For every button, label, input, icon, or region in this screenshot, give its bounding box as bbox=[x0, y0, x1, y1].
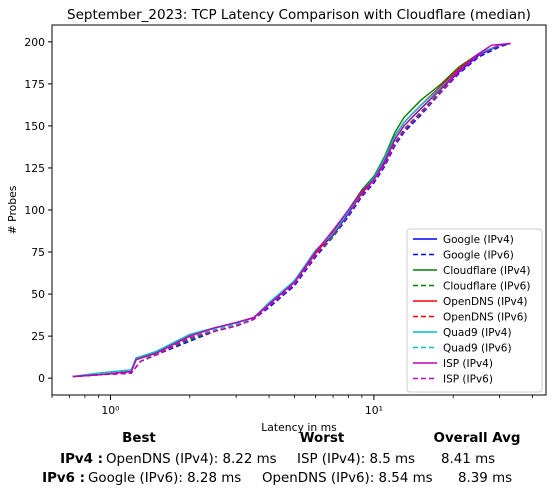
y-tick-label: 100 bbox=[24, 204, 45, 217]
legend-label-quad9-ipv4: Quad9 (IPv4) bbox=[443, 327, 512, 339]
legend-label-google-ipv6: Google (IPv6) bbox=[443, 250, 514, 262]
y-axis-label: # Probes bbox=[6, 185, 19, 234]
y-tick-label: 175 bbox=[24, 78, 45, 91]
x-tick-label: 10⁰ bbox=[101, 404, 119, 417]
series-line-isp-ipv4 bbox=[72, 42, 511, 378]
chart-title: September_2023: TCP Latency Comparison w… bbox=[67, 7, 531, 23]
x-axis: 10⁰ 10¹ bbox=[51, 395, 533, 417]
y-tick-label: 75 bbox=[31, 246, 45, 259]
legend-label-quad9-ipv6: Quad9 (IPv6) bbox=[443, 343, 512, 355]
legend-label-google-ipv4: Google (IPv4) bbox=[443, 234, 514, 246]
legend-box bbox=[406, 228, 543, 393]
y-tick-label: 200 bbox=[24, 36, 45, 49]
x-tick-label: 10¹ bbox=[365, 404, 383, 417]
y-tick-label: 0 bbox=[38, 372, 45, 385]
series-line-isp-ipv6 bbox=[72, 42, 511, 378]
legend-label-cloudflare-ipv6: Cloudflare (IPv6) bbox=[443, 281, 530, 293]
series-line-quad9-ipv4 bbox=[72, 42, 511, 378]
y-tick-label: 125 bbox=[24, 162, 45, 175]
y-tick-label: 150 bbox=[24, 120, 45, 133]
y-tick-label: 50 bbox=[31, 288, 45, 301]
legend-label-opendns-ipv4: OpenDNS (IPv4) bbox=[443, 296, 528, 308]
legend-label-isp-ipv4: ISP (IPv4) bbox=[443, 358, 493, 370]
legend-label-isp-ipv6: ISP (IPv6) bbox=[443, 374, 493, 386]
x-axis-label: Latency in ms bbox=[261, 421, 337, 434]
legend-label-cloudflare-ipv4: Cloudflare (IPv4) bbox=[443, 265, 530, 277]
legend-label-opendns-ipv6: OpenDNS (IPv6) bbox=[443, 312, 528, 324]
plot-lines bbox=[72, 42, 511, 378]
y-tick-label: 25 bbox=[31, 330, 45, 343]
y-axis: 0 25 50 75 100 125 150 175 200 bbox=[24, 36, 52, 385]
legend: Google (IPv4) Google (IPv6) Cloudflare (IP… bbox=[406, 228, 543, 393]
